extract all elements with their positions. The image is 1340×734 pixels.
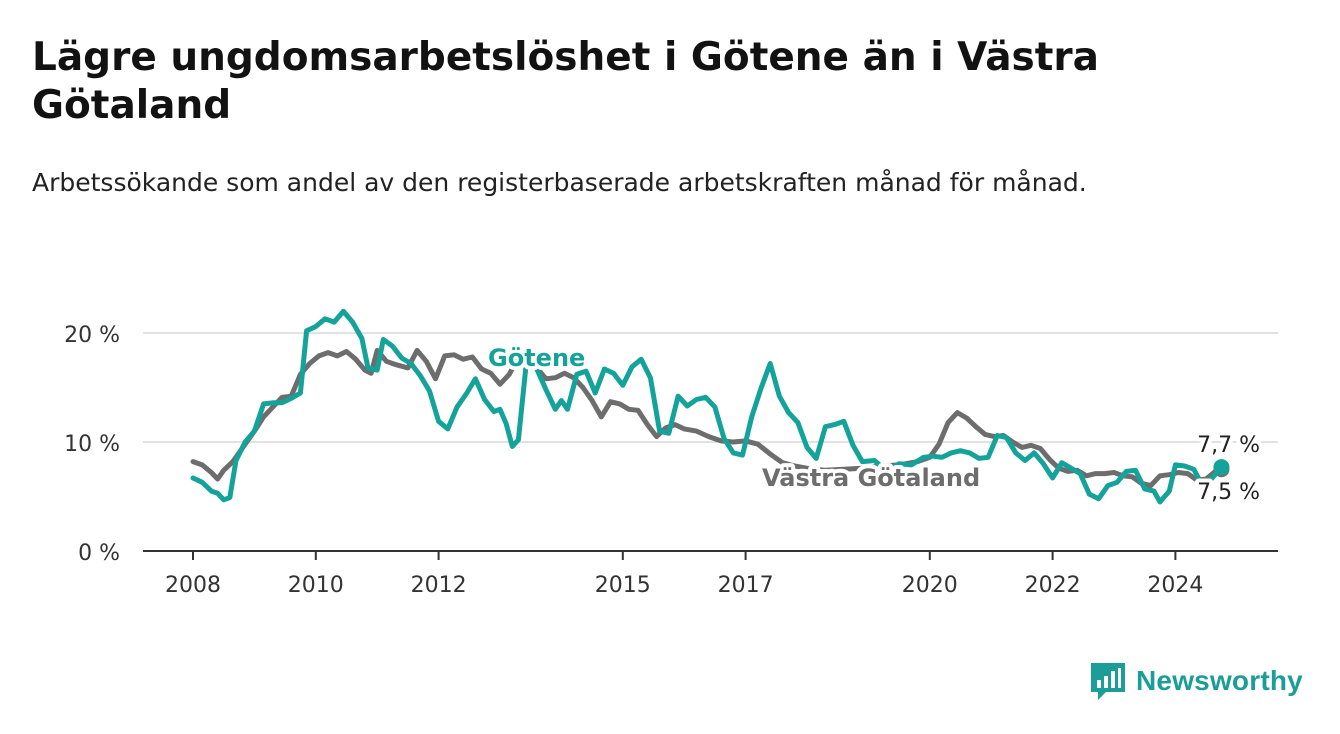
y-tick-label: 20 % [64, 323, 120, 348]
chart-title: Lägre ungdomsarbetslöshet i Götene än i … [32, 35, 1099, 128]
grid-layer: 0 % 10 % 20 % 2008 2010 2012 2015 2017 2020 2022 2… [64, 323, 1278, 598]
end-value-label-vastra-gotaland-halo: 7,5 % [1197, 480, 1260, 505]
y-tick-label: 0 % [78, 541, 120, 566]
brand-name: Newsworthy [1136, 665, 1303, 696]
end-value-label-gotene-halo: 7,7 % [1197, 433, 1260, 458]
series-label-vastra-gotaland: Västra Götaland [762, 464, 980, 492]
series-line-gotene [190, 308, 1224, 505]
end-value-label-gotene: 7,7 % [1197, 433, 1260, 458]
x-tick-label: 2024 [1147, 573, 1203, 598]
end-value-label-vastra-gotaland: 7,5 % [1197, 480, 1260, 505]
bar-chart-logo-icon [1091, 663, 1125, 700]
series-layer [190, 308, 1230, 505]
x-tick-label: 2012 [411, 573, 467, 598]
x-tick-label: 2022 [1025, 573, 1081, 598]
x-tick-label: 2015 [595, 573, 651, 598]
x-tick-label: 2017 [718, 573, 774, 598]
newsworthy-logo[interactable]: Newsworthy [1088, 660, 1303, 702]
y-tick-label: 10 % [64, 432, 120, 457]
x-tick-label: 2010 [288, 573, 344, 598]
series-label-gotene-halo: Götene [488, 344, 585, 372]
series-label-vastra-gotaland-halo: Västra Götaland [762, 464, 980, 492]
x-tick-label: 2008 [165, 573, 221, 598]
series-end-marker [1213, 459, 1230, 476]
chart-subtitle: Arbetssökande som andel av den registerb… [32, 168, 1087, 197]
series-label-gotene: Götene [488, 344, 585, 372]
x-tick-label: 2020 [902, 573, 958, 598]
